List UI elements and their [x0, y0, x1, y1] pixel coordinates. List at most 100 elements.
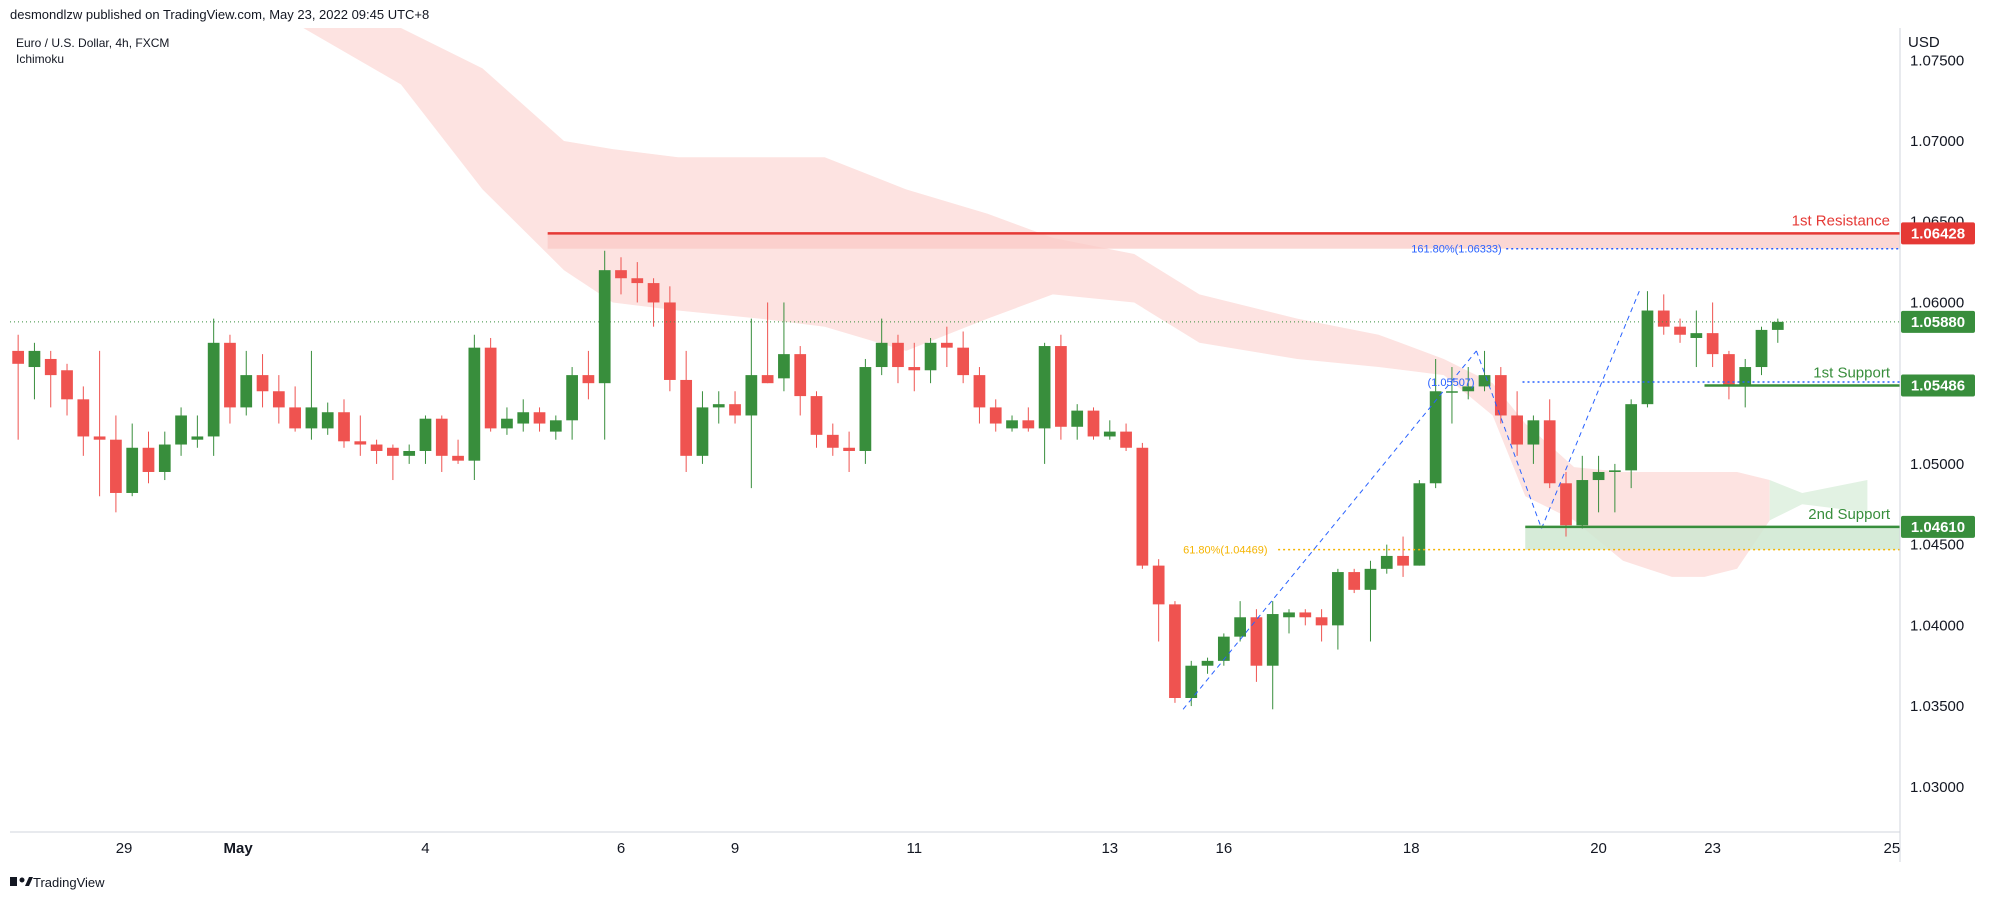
- candle-body: [1723, 354, 1735, 387]
- candle-body: [1739, 367, 1752, 387]
- candle-body: [126, 447, 139, 493]
- tv-logo-slash-icon: [25, 877, 33, 886]
- candle-body: [158, 444, 171, 472]
- candles: [12, 250, 1784, 710]
- candle-body: [1674, 326, 1686, 335]
- candle-body: [1413, 483, 1426, 566]
- candle-body: [1429, 391, 1442, 484]
- level-label: 1st Support: [1813, 364, 1891, 381]
- price-axis[interactable]: USD 1.075001.070001.065001.060001.055001…: [1908, 34, 1964, 796]
- candle-body: [957, 347, 970, 376]
- candle-body: [1055, 346, 1067, 427]
- current-price-tag: 1.05880: [1911, 314, 1965, 331]
- candle-body: [207, 342, 220, 437]
- candle-body: [305, 407, 318, 429]
- candle-body: [484, 347, 497, 429]
- candle-body: [110, 439, 122, 493]
- currency-label: USD: [1908, 34, 1940, 51]
- level-price-tag-bg: [1901, 222, 1975, 245]
- candle-body: [1641, 310, 1654, 405]
- publisher-line: desmondlzw published on TradingView.com,…: [10, 7, 429, 22]
- candle-body: [1217, 636, 1230, 661]
- candle-body: [517, 412, 530, 424]
- candle-body: [973, 375, 986, 408]
- y-tick-label: 1.07000: [1910, 133, 1964, 150]
- candle-body: [61, 370, 73, 400]
- candle-body: [1478, 375, 1491, 387]
- candle-body: [1315, 617, 1328, 626]
- candle-body: [1576, 480, 1589, 526]
- tradingview-logo: [10, 877, 33, 886]
- level-price-tag: 1.06428: [1911, 225, 1965, 242]
- support-zone: [1525, 526, 1900, 550]
- candle-body: [729, 404, 741, 416]
- cloud-red-band: [303, 28, 1770, 577]
- y-tick-label: 1.05000: [1910, 456, 1964, 473]
- candle-body: [1494, 375, 1507, 416]
- candle-body: [240, 375, 253, 408]
- candle-body: [1755, 329, 1768, 368]
- candle-body: [289, 407, 301, 429]
- tv-logo-icon: [10, 877, 17, 886]
- level-price-tag: 1.04610: [1911, 519, 1965, 536]
- price-tags: 1.06428 1.05486 1.04610 1.05880: [1901, 222, 1975, 538]
- candle-body: [435, 418, 448, 456]
- level-label: 1st Resistance: [1792, 212, 1890, 229]
- candle-body: [859, 367, 872, 451]
- time-axis[interactable]: 29 May 4 6 9 11 13 16 18 20 23 25: [116, 840, 1900, 857]
- candle-body: [1609, 470, 1621, 472]
- candle-body: [419, 418, 432, 451]
- level-price-tag: 1.05486: [1911, 377, 1965, 394]
- candle-body: [1543, 420, 1556, 484]
- candle-body: [354, 441, 367, 445]
- candle-body: [615, 270, 627, 279]
- footer-brand: TradingView: [33, 875, 105, 890]
- candle-body: [647, 283, 660, 303]
- candle-body: [403, 450, 416, 456]
- level-price-tag-bg: [1901, 374, 1975, 397]
- candle-body: [387, 447, 399, 456]
- candle-body: [1038, 346, 1051, 429]
- candle-body: [1771, 321, 1784, 330]
- candle-body: [1103, 431, 1116, 437]
- candle-body: [696, 407, 709, 456]
- candle-body: [77, 399, 90, 437]
- candle-body: [1625, 404, 1638, 471]
- candle-body: [272, 391, 285, 408]
- candle-body: [598, 270, 611, 384]
- candle-body: [1283, 612, 1295, 618]
- y-tick-label: 1.03500: [1910, 698, 1964, 715]
- candle-body: [1006, 420, 1018, 429]
- candle-body: [1706, 333, 1719, 355]
- candle-body: [1152, 565, 1165, 605]
- candle-body: [93, 436, 106, 440]
- candle-body: [794, 354, 807, 397]
- candle-body: [175, 415, 187, 445]
- overlays: 161.80%(1.06333) (1.05507) 61.80%(1.04469)…: [10, 212, 1900, 710]
- candle-body: [1332, 572, 1344, 626]
- fib-level-label: 161.80%(1.06333): [1411, 244, 1502, 256]
- x-tick-label: 4: [421, 840, 429, 857]
- candle-body: [582, 375, 595, 384]
- x-tick-label: 11: [906, 840, 922, 857]
- candle-body: [631, 278, 644, 284]
- candle-body: [1120, 431, 1132, 448]
- candle-body: [370, 444, 383, 451]
- candle-body: [778, 354, 790, 379]
- candle-body: [321, 412, 334, 429]
- candle-body: [1071, 410, 1084, 427]
- candle-body: [1592, 471, 1605, 481]
- x-tick-label: 13: [1101, 840, 1118, 857]
- current-price-tag-bg: [1901, 310, 1975, 333]
- candle-body: [12, 350, 25, 364]
- candle-body: [1169, 604, 1181, 698]
- candle-body: [468, 347, 481, 461]
- y-tick-label: 1.03000: [1910, 779, 1964, 796]
- candle-body: [566, 375, 578, 421]
- x-tick-label: 9: [731, 840, 739, 857]
- fib-trend-line: [1541, 290, 1640, 529]
- zone-layer: [547, 233, 1901, 550]
- candle-body: [680, 379, 693, 456]
- candle-body: [892, 342, 904, 368]
